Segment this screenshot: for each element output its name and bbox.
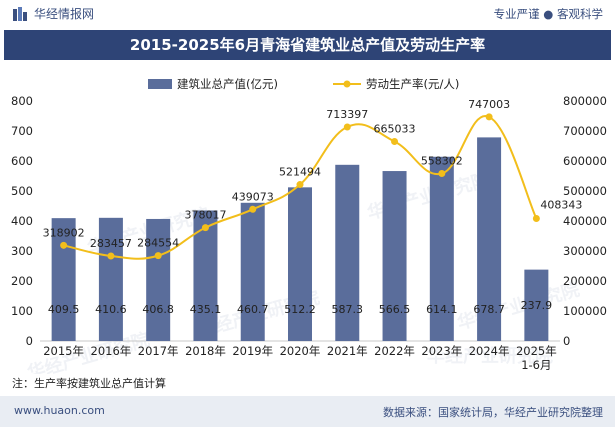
left-axis-tick: 0 [26,334,33,348]
line-value-label: 318902 [43,226,85,239]
legend-line-marker [343,80,351,88]
bar-value-label: 678.7 [473,303,505,316]
bar [288,187,312,341]
right-axis-tick: 800000 [563,94,607,108]
category-label: 2019年 [232,344,273,358]
line-value-label: 408343 [540,198,582,211]
left-axis-tick: 100 [11,304,33,318]
line-point [438,170,446,178]
bar-value-label: 460.7 [237,303,269,316]
right-axis-tick: 100000 [563,304,607,318]
category-label: 2017年 [138,344,179,358]
bar-value-label: 614.1 [426,303,458,316]
bar [382,171,407,341]
left-axis-tick: 300 [11,244,33,258]
bar [98,217,123,341]
bar [240,202,265,341]
line-value-label: 283457 [90,237,132,250]
category-label: 2025年 [516,344,557,358]
bar-value-label: 435.1 [190,303,222,316]
legend-line-label: 劳动生产率(元/人) [366,77,459,91]
bar-value-label: 406.8 [142,303,174,316]
legend-bar-swatch [148,79,172,89]
top-bar: 华经情报网 专业严谨 ● 客观科学 [0,0,615,28]
category-label: 2018年 [185,344,226,358]
right-axis-tick: 600000 [563,154,607,168]
line-value-label: 665033 [374,122,416,135]
brand: 华经情报网 [12,5,94,22]
line-value-label: 284554 [137,237,179,250]
bar [429,156,454,341]
line-point [485,113,493,121]
chart-note: 注：生产率按建筑业总产值计算 [12,377,166,390]
line-value-label: 558302 [421,155,463,168]
tagline: 专业严谨 ● 客观科学 [493,7,603,21]
site-link[interactable]: www.huaon.com [14,404,105,417]
line-point [107,252,115,260]
bar-value-label: 410.6 [95,303,127,316]
left-axis-tick: 200 [11,274,33,288]
left-axis-tick: 600 [11,154,33,168]
line-point [532,214,540,222]
right-axis-tick: 0 [563,334,570,348]
line-value-label: 378017 [184,209,226,222]
left-axis-tick: 800 [11,94,33,108]
brand-name: 华经情报网 [34,7,95,21]
category-label: 2016年 [91,344,132,358]
huajing-logo-icon [12,6,28,22]
bar-value-label: 512.2 [284,303,316,316]
chart-title: 2015-2025年6月青海省建筑业总产值及劳动生产率 [129,36,486,54]
line-value-label: 713397 [326,108,368,121]
line-series [63,115,538,260]
line-point [154,252,162,260]
left-axis-tick: 500 [11,184,33,198]
line-value-label: 747003 [468,98,510,111]
bar-value-label: 237.9 [521,299,553,312]
category-label: 2020年 [280,344,321,358]
bar [146,218,171,341]
category-label: 2021年 [327,344,368,358]
line-point [201,224,209,232]
right-axis-tick: 200000 [563,274,607,288]
data-source: 数据来源：国家统计局，华经产业研究院整理 [383,406,603,419]
line-value-label: 521494 [279,166,321,179]
line-value-label: 439073 [232,190,274,203]
legend-bar-label: 建筑业总产值(亿元) [177,77,278,91]
category-label: 2022年 [374,344,415,358]
right-axis-tick: 400000 [563,214,607,228]
line-point [60,241,68,249]
category-label: 2024年 [469,344,510,358]
bar [524,269,549,341]
line-point [296,181,304,189]
bar [477,137,502,341]
right-axis-tick: 700000 [563,124,607,138]
footer: www.huaon.com 数据来源：国家统计局，华经产业研究院整理 [0,396,615,427]
bar-value-label: 566.5 [379,303,411,316]
category-label: 2023年 [421,344,462,358]
watermark-5: 华经产业研究院 [427,345,553,367]
bar [335,164,360,341]
title-bar: 2015-2025年6月青海省建筑业总产值及劳动生产率 [4,30,611,60]
bar [51,218,76,341]
category-label: 1-6月 [521,358,551,372]
right-axis-tick: 300000 [563,244,607,258]
bar-value-label: 409.5 [48,303,80,316]
bar-value-label: 587.3 [332,303,364,316]
chart: 华经产业研究院华经产业研究院华经产业研究院华经产业研究院华经产业研究院华经产业研… [11,77,607,374]
left-axis-tick: 400 [11,214,33,228]
line-point [391,137,399,145]
line-point [343,123,351,131]
category-label: 2015年 [43,344,84,358]
line-point [249,205,257,213]
left-axis-tick: 700 [11,124,33,138]
right-axis-tick: 500000 [563,184,607,198]
